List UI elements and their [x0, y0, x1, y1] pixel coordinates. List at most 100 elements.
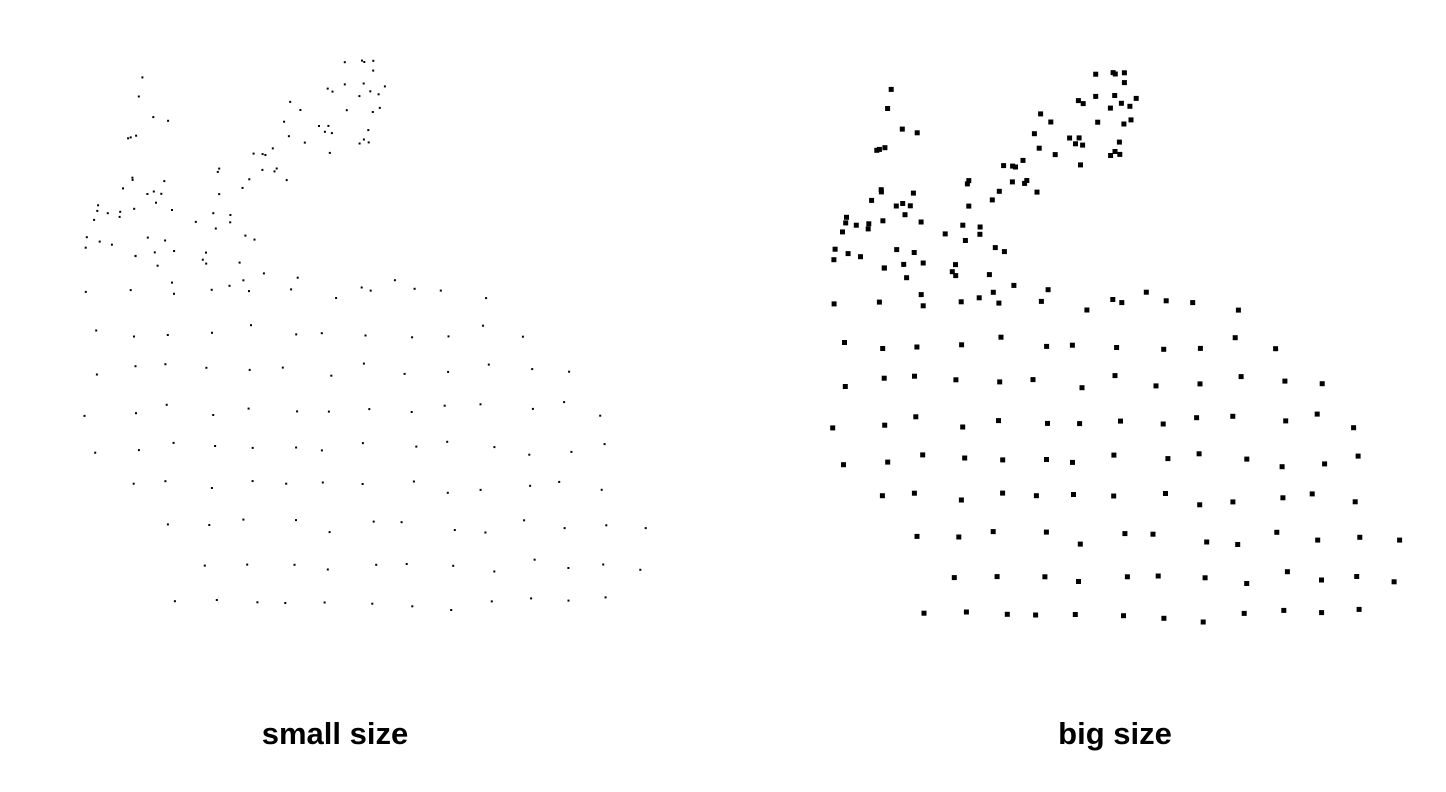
big-point [920, 452, 926, 458]
big-point [977, 231, 983, 237]
big-point [881, 265, 887, 271]
big-point [1281, 607, 1287, 613]
small-point [131, 176, 134, 179]
big-point [1273, 346, 1279, 352]
small-point [453, 529, 456, 531]
big-point [1080, 101, 1086, 107]
big-point [876, 146, 882, 152]
big-point [960, 222, 966, 228]
small-point [163, 180, 166, 183]
small-point [160, 192, 163, 195]
big-point [858, 254, 863, 260]
big-point [964, 181, 970, 187]
small-point [443, 404, 446, 407]
small-point [295, 333, 298, 336]
small-point [326, 568, 329, 571]
big-point [1230, 499, 1236, 505]
small-point [567, 599, 570, 602]
small-point [639, 568, 642, 571]
big-point [1000, 490, 1006, 496]
small-point [96, 209, 99, 212]
small-point [246, 563, 249, 566]
small-point [358, 95, 361, 98]
big-point [1093, 71, 1099, 77]
big-point [1161, 346, 1167, 352]
small-point [531, 368, 534, 371]
big-point [953, 262, 958, 268]
big-point [1391, 579, 1397, 585]
small-point [490, 600, 493, 603]
small-point [152, 190, 155, 193]
small-point [372, 59, 375, 62]
small-point [248, 290, 250, 293]
small-point [323, 601, 326, 604]
small-point [603, 443, 606, 446]
small-point [362, 138, 365, 141]
big-point [910, 190, 916, 196]
big-point [1020, 157, 1026, 163]
big-point [1127, 103, 1133, 109]
big-point [1163, 491, 1168, 496]
small-point [244, 234, 247, 237]
big-point [914, 344, 920, 350]
small-point [137, 95, 140, 98]
big-point [956, 534, 962, 540]
small-point [375, 563, 378, 566]
small-point [205, 366, 208, 369]
big-point [921, 610, 927, 616]
small-point [290, 288, 293, 291]
big-point [1013, 164, 1018, 170]
big-point [1197, 345, 1203, 351]
big-point [1133, 95, 1139, 101]
small-point [530, 597, 533, 600]
big-point [1165, 456, 1171, 462]
big-point [842, 384, 848, 389]
small-point [273, 170, 276, 173]
small-point [211, 331, 213, 334]
small-point [293, 563, 296, 566]
small-point [358, 142, 361, 145]
small-point [155, 201, 157, 204]
big-point [1044, 457, 1049, 462]
big-point [1009, 179, 1015, 185]
big-point [990, 529, 996, 535]
small-point [415, 445, 418, 448]
small-point [132, 482, 135, 485]
big-point [953, 377, 959, 383]
big-point [918, 292, 924, 298]
small-point [152, 116, 155, 119]
big-point [911, 490, 917, 496]
big-point [1196, 451, 1202, 457]
small-point [275, 167, 278, 170]
small-point [164, 363, 167, 366]
small-point [171, 281, 173, 284]
small-point [205, 262, 208, 265]
big-point [885, 106, 891, 111]
big-point [1121, 121, 1127, 127]
big-point [1070, 459, 1075, 465]
big-point [1107, 105, 1113, 111]
big-point [942, 231, 948, 237]
small-point [110, 243, 113, 246]
small-size-caption: small size [261, 716, 409, 751]
small-point [194, 220, 197, 223]
big-point [1121, 613, 1126, 619]
big-point [1001, 163, 1007, 169]
small-point [208, 524, 211, 526]
small-point [248, 368, 251, 371]
big-point [1121, 80, 1127, 86]
small-point [118, 215, 121, 218]
small-point [97, 204, 100, 207]
big-point [881, 375, 887, 381]
small-point [403, 372, 406, 375]
small-point [452, 564, 455, 567]
big-point [840, 229, 845, 235]
big-point [996, 300, 1002, 306]
big-point [1011, 282, 1017, 288]
big-point [907, 203, 913, 209]
small-point [364, 334, 367, 337]
big-point [1197, 381, 1203, 387]
small-point [360, 286, 363, 289]
small-point [261, 168, 264, 171]
big-point [1045, 287, 1051, 293]
